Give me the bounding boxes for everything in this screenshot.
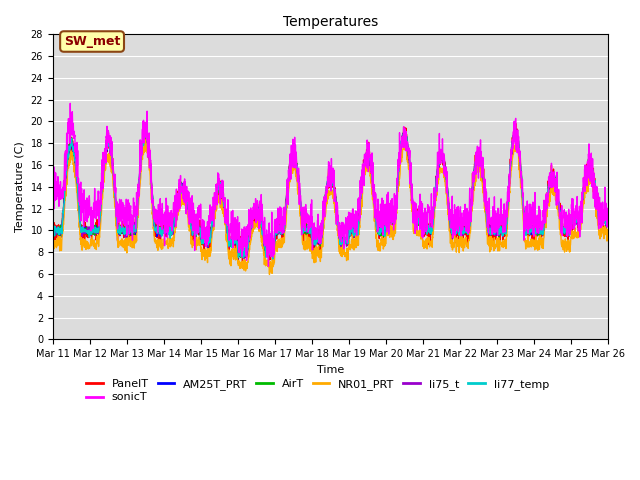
li75_t: [556, 202, 563, 207]
li75_t: [604, 217, 612, 223]
Line: li77_temp: li77_temp: [52, 130, 608, 259]
AM25T_PRT: [556, 200, 563, 206]
sonicT: [571, 223, 579, 229]
NR01_PRT: [604, 229, 612, 235]
NR01_PRT: [492, 242, 500, 248]
sonicT: [49, 180, 56, 186]
PanelT: [204, 246, 211, 252]
li75_t: [204, 244, 212, 250]
AM25T_PRT: [511, 125, 519, 131]
li75_t: [141, 128, 149, 134]
PanelT: [556, 205, 563, 211]
PanelT: [49, 218, 56, 224]
AirT: [359, 175, 367, 180]
PanelT: [512, 120, 520, 126]
li75_t: [571, 216, 579, 222]
AirT: [49, 222, 56, 228]
Line: NR01_PRT: NR01_PRT: [52, 140, 608, 275]
AirT: [604, 219, 612, 225]
AM25T_PRT: [347, 227, 355, 233]
AirT: [571, 217, 579, 223]
li77_temp: [358, 177, 366, 183]
li77_temp: [204, 240, 211, 246]
AirT: [240, 255, 248, 261]
sonicT: [204, 239, 212, 244]
li77_temp: [492, 226, 499, 231]
Line: sonicT: sonicT: [52, 103, 608, 266]
Y-axis label: Temperature (C): Temperature (C): [15, 142, 25, 232]
AM25T_PRT: [269, 256, 276, 262]
NR01_PRT: [141, 137, 149, 143]
AM25T_PRT: [571, 216, 579, 222]
PanelT: [492, 236, 499, 241]
AirT: [347, 230, 355, 236]
NR01_PRT: [556, 213, 563, 218]
Text: SW_met: SW_met: [64, 35, 120, 48]
NR01_PRT: [266, 272, 273, 277]
li75_t: [240, 255, 248, 261]
Line: li75_t: li75_t: [52, 131, 608, 258]
li77_temp: [269, 256, 276, 262]
Line: PanelT: PanelT: [52, 123, 608, 263]
AM25T_PRT: [204, 242, 211, 248]
PanelT: [358, 171, 366, 177]
li77_temp: [49, 225, 56, 231]
li77_temp: [347, 228, 355, 234]
AM25T_PRT: [604, 219, 612, 225]
li77_temp: [604, 218, 612, 224]
NR01_PRT: [204, 249, 212, 255]
AirT: [492, 226, 500, 231]
AM25T_PRT: [358, 176, 366, 182]
PanelT: [571, 215, 579, 221]
PanelT: [604, 218, 612, 224]
sonicT: [347, 210, 355, 216]
NR01_PRT: [49, 238, 56, 243]
li75_t: [359, 172, 367, 178]
Legend: sonicT: sonicT: [86, 393, 147, 402]
sonicT: [556, 204, 563, 209]
AirT: [141, 126, 149, 132]
li75_t: [347, 229, 355, 235]
NR01_PRT: [571, 235, 579, 240]
PanelT: [347, 224, 355, 229]
li77_temp: [571, 214, 579, 220]
AM25T_PRT: [492, 228, 499, 234]
X-axis label: Time: Time: [317, 365, 344, 375]
AirT: [556, 203, 563, 209]
sonicT: [604, 211, 612, 216]
sonicT: [359, 172, 367, 178]
sonicT: [264, 264, 272, 269]
NR01_PRT: [347, 245, 355, 251]
sonicT: [492, 219, 500, 225]
NR01_PRT: [359, 180, 367, 186]
Title: Temperatures: Temperatures: [283, 15, 378, 29]
li77_temp: [510, 127, 518, 133]
li77_temp: [556, 202, 563, 208]
AirT: [204, 240, 212, 246]
li75_t: [49, 224, 56, 230]
Line: AM25T_PRT: AM25T_PRT: [52, 128, 608, 259]
AM25T_PRT: [49, 226, 56, 231]
sonicT: [67, 100, 74, 106]
li75_t: [492, 229, 500, 235]
Line: AirT: AirT: [52, 129, 608, 258]
PanelT: [239, 260, 246, 265]
